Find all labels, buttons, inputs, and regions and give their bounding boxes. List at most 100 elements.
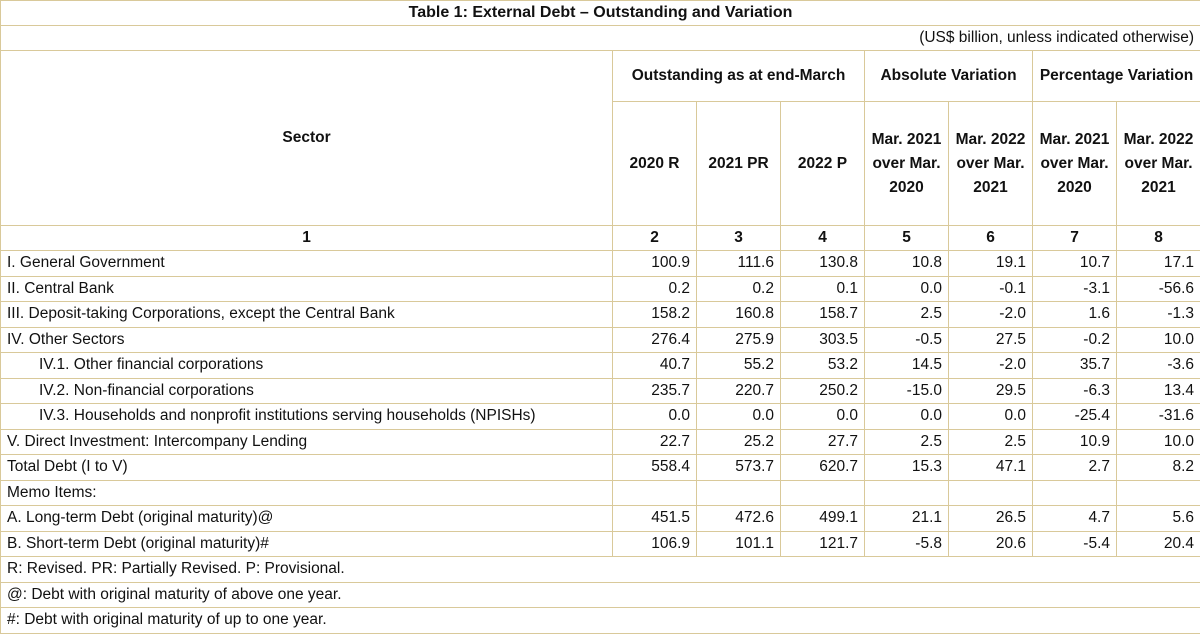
- row-label: IV.3. Households and nonprofit instituti…: [0, 403, 613, 430]
- table-row: IV.3. Households and nonprofit instituti…: [0, 403, 1200, 430]
- row-label: IV. Other Sectors: [0, 326, 613, 353]
- cell: 10.8: [864, 250, 949, 277]
- col-number: 1: [0, 225, 613, 251]
- table-row: Memo Items:: [0, 479, 1200, 506]
- cell: 0.0: [864, 275, 949, 302]
- cell: 0.0: [696, 403, 781, 430]
- cell: 472.6: [696, 505, 781, 532]
- cell: 5.6: [1115, 505, 1200, 532]
- cell: 21.1: [864, 505, 949, 532]
- row-label: A. Long-term Debt (original maturity)@: [0, 505, 613, 532]
- cell: 35.7: [1032, 352, 1117, 379]
- cell: 235.7: [612, 377, 697, 404]
- col-number: 4: [780, 225, 865, 251]
- cell: [864, 479, 949, 506]
- cell: 0.2: [612, 275, 697, 302]
- cell: -5.8: [864, 530, 949, 557]
- column-number-row: 1 2 3 4 5 6 7 8: [0, 225, 1200, 251]
- cell: 100.9: [612, 250, 697, 277]
- cell: 26.5: [948, 505, 1033, 532]
- cell: 101.1: [696, 530, 781, 557]
- row-label: I. General Government: [0, 250, 613, 277]
- cell: 29.5: [948, 377, 1033, 404]
- cell: -2.0: [948, 301, 1033, 328]
- table-row: IV. Other Sectors 276.4 275.9 303.5 -0.5…: [0, 326, 1200, 353]
- cell: 10.0: [1115, 326, 1200, 353]
- cell: -5.4: [1032, 530, 1117, 557]
- col-header-2020: 2020 R: [612, 101, 697, 226]
- cell: [1032, 479, 1117, 506]
- cell: 22.7: [612, 428, 697, 455]
- cell: 25.2: [696, 428, 781, 455]
- cell: 250.2: [780, 377, 865, 404]
- table-title: Table 1: External Debt – Outstanding and…: [0, 0, 1200, 26]
- cell: 15.3: [864, 454, 949, 481]
- col-number: 6: [948, 225, 1033, 251]
- row-label: IV.1. Other financial corporations: [0, 352, 613, 379]
- cell: [612, 479, 697, 506]
- col-header-abs-2022: Mar. 2022 over Mar. 2021: [948, 101, 1033, 226]
- cell: 27.7: [780, 428, 865, 455]
- cell: 111.6: [696, 250, 781, 277]
- cell: 558.4: [612, 454, 697, 481]
- cell: 573.7: [696, 454, 781, 481]
- cell: 106.9: [612, 530, 697, 557]
- col-number: 7: [1032, 225, 1117, 251]
- cell: -1.3: [1115, 301, 1200, 328]
- cell: 0.2: [696, 275, 781, 302]
- cell: -3.1: [1032, 275, 1117, 302]
- cell: -3.6: [1115, 352, 1200, 379]
- cell: 47.1: [948, 454, 1033, 481]
- cell: 2.5: [864, 428, 949, 455]
- cell: 276.4: [612, 326, 697, 353]
- cell: 17.1: [1115, 250, 1200, 277]
- cell: 14.5: [864, 352, 949, 379]
- cell: -0.2: [1032, 326, 1117, 353]
- cell: 40.7: [612, 352, 697, 379]
- table-row: V. Direct Investment: Intercompany Lendi…: [0, 428, 1200, 455]
- cell: 20.4: [1115, 530, 1200, 557]
- cell: 303.5: [780, 326, 865, 353]
- row-label: Memo Items:: [0, 479, 613, 506]
- cell: 2.5: [864, 301, 949, 328]
- cell: 55.2: [696, 352, 781, 379]
- cell: -25.4: [1032, 403, 1117, 430]
- footnote: @: Debt with original maturity of above …: [0, 581, 1200, 608]
- cell: -15.0: [864, 377, 949, 404]
- cell: 499.1: [780, 505, 865, 532]
- cell: 27.5: [948, 326, 1033, 353]
- footnote: #: Debt with original maturity of up to …: [0, 607, 1200, 634]
- cell: -31.6: [1115, 403, 1200, 430]
- table-row: IV.2. Non-financial corporations 235.7 2…: [0, 377, 1200, 404]
- table-row: Total Debt (I to V) 558.4 573.7 620.7 15…: [0, 454, 1200, 481]
- row-label: V. Direct Investment: Intercompany Lendi…: [0, 428, 613, 455]
- cell: 2.5: [948, 428, 1033, 455]
- cell: -56.6: [1115, 275, 1200, 302]
- cell: 0.1: [780, 275, 865, 302]
- table-row: II. Central Bank 0.2 0.2 0.1 0.0 -0.1 -3…: [0, 275, 1200, 302]
- cell: 10.9: [1032, 428, 1117, 455]
- absolute-variation-header: Absolute Variation: [864, 50, 1033, 102]
- cell: 158.2: [612, 301, 697, 328]
- row-label: III. Deposit-taking Corporations, except…: [0, 301, 613, 328]
- table-row: I. General Government 100.9 111.6 130.8 …: [0, 250, 1200, 277]
- cell: -0.1: [948, 275, 1033, 302]
- cell: 620.7: [780, 454, 865, 481]
- cell: 158.7: [780, 301, 865, 328]
- col-number: 3: [696, 225, 781, 251]
- cell: 0.0: [780, 403, 865, 430]
- table-row: III. Deposit-taking Corporations, except…: [0, 301, 1200, 328]
- cell: 121.7: [780, 530, 865, 557]
- cell: 130.8: [780, 250, 865, 277]
- cell: 160.8: [696, 301, 781, 328]
- col-number: 2: [612, 225, 697, 251]
- cell: 275.9: [696, 326, 781, 353]
- col-header-abs-2021: Mar. 2021 over Mar. 2020: [864, 101, 949, 226]
- cell: 0.0: [864, 403, 949, 430]
- cell: 13.4: [1115, 377, 1200, 404]
- col-number: 5: [864, 225, 949, 251]
- cell: [948, 479, 1033, 506]
- table-row: A. Long-term Debt (original maturity)@ 4…: [0, 505, 1200, 532]
- row-label: Total Debt (I to V): [0, 454, 613, 481]
